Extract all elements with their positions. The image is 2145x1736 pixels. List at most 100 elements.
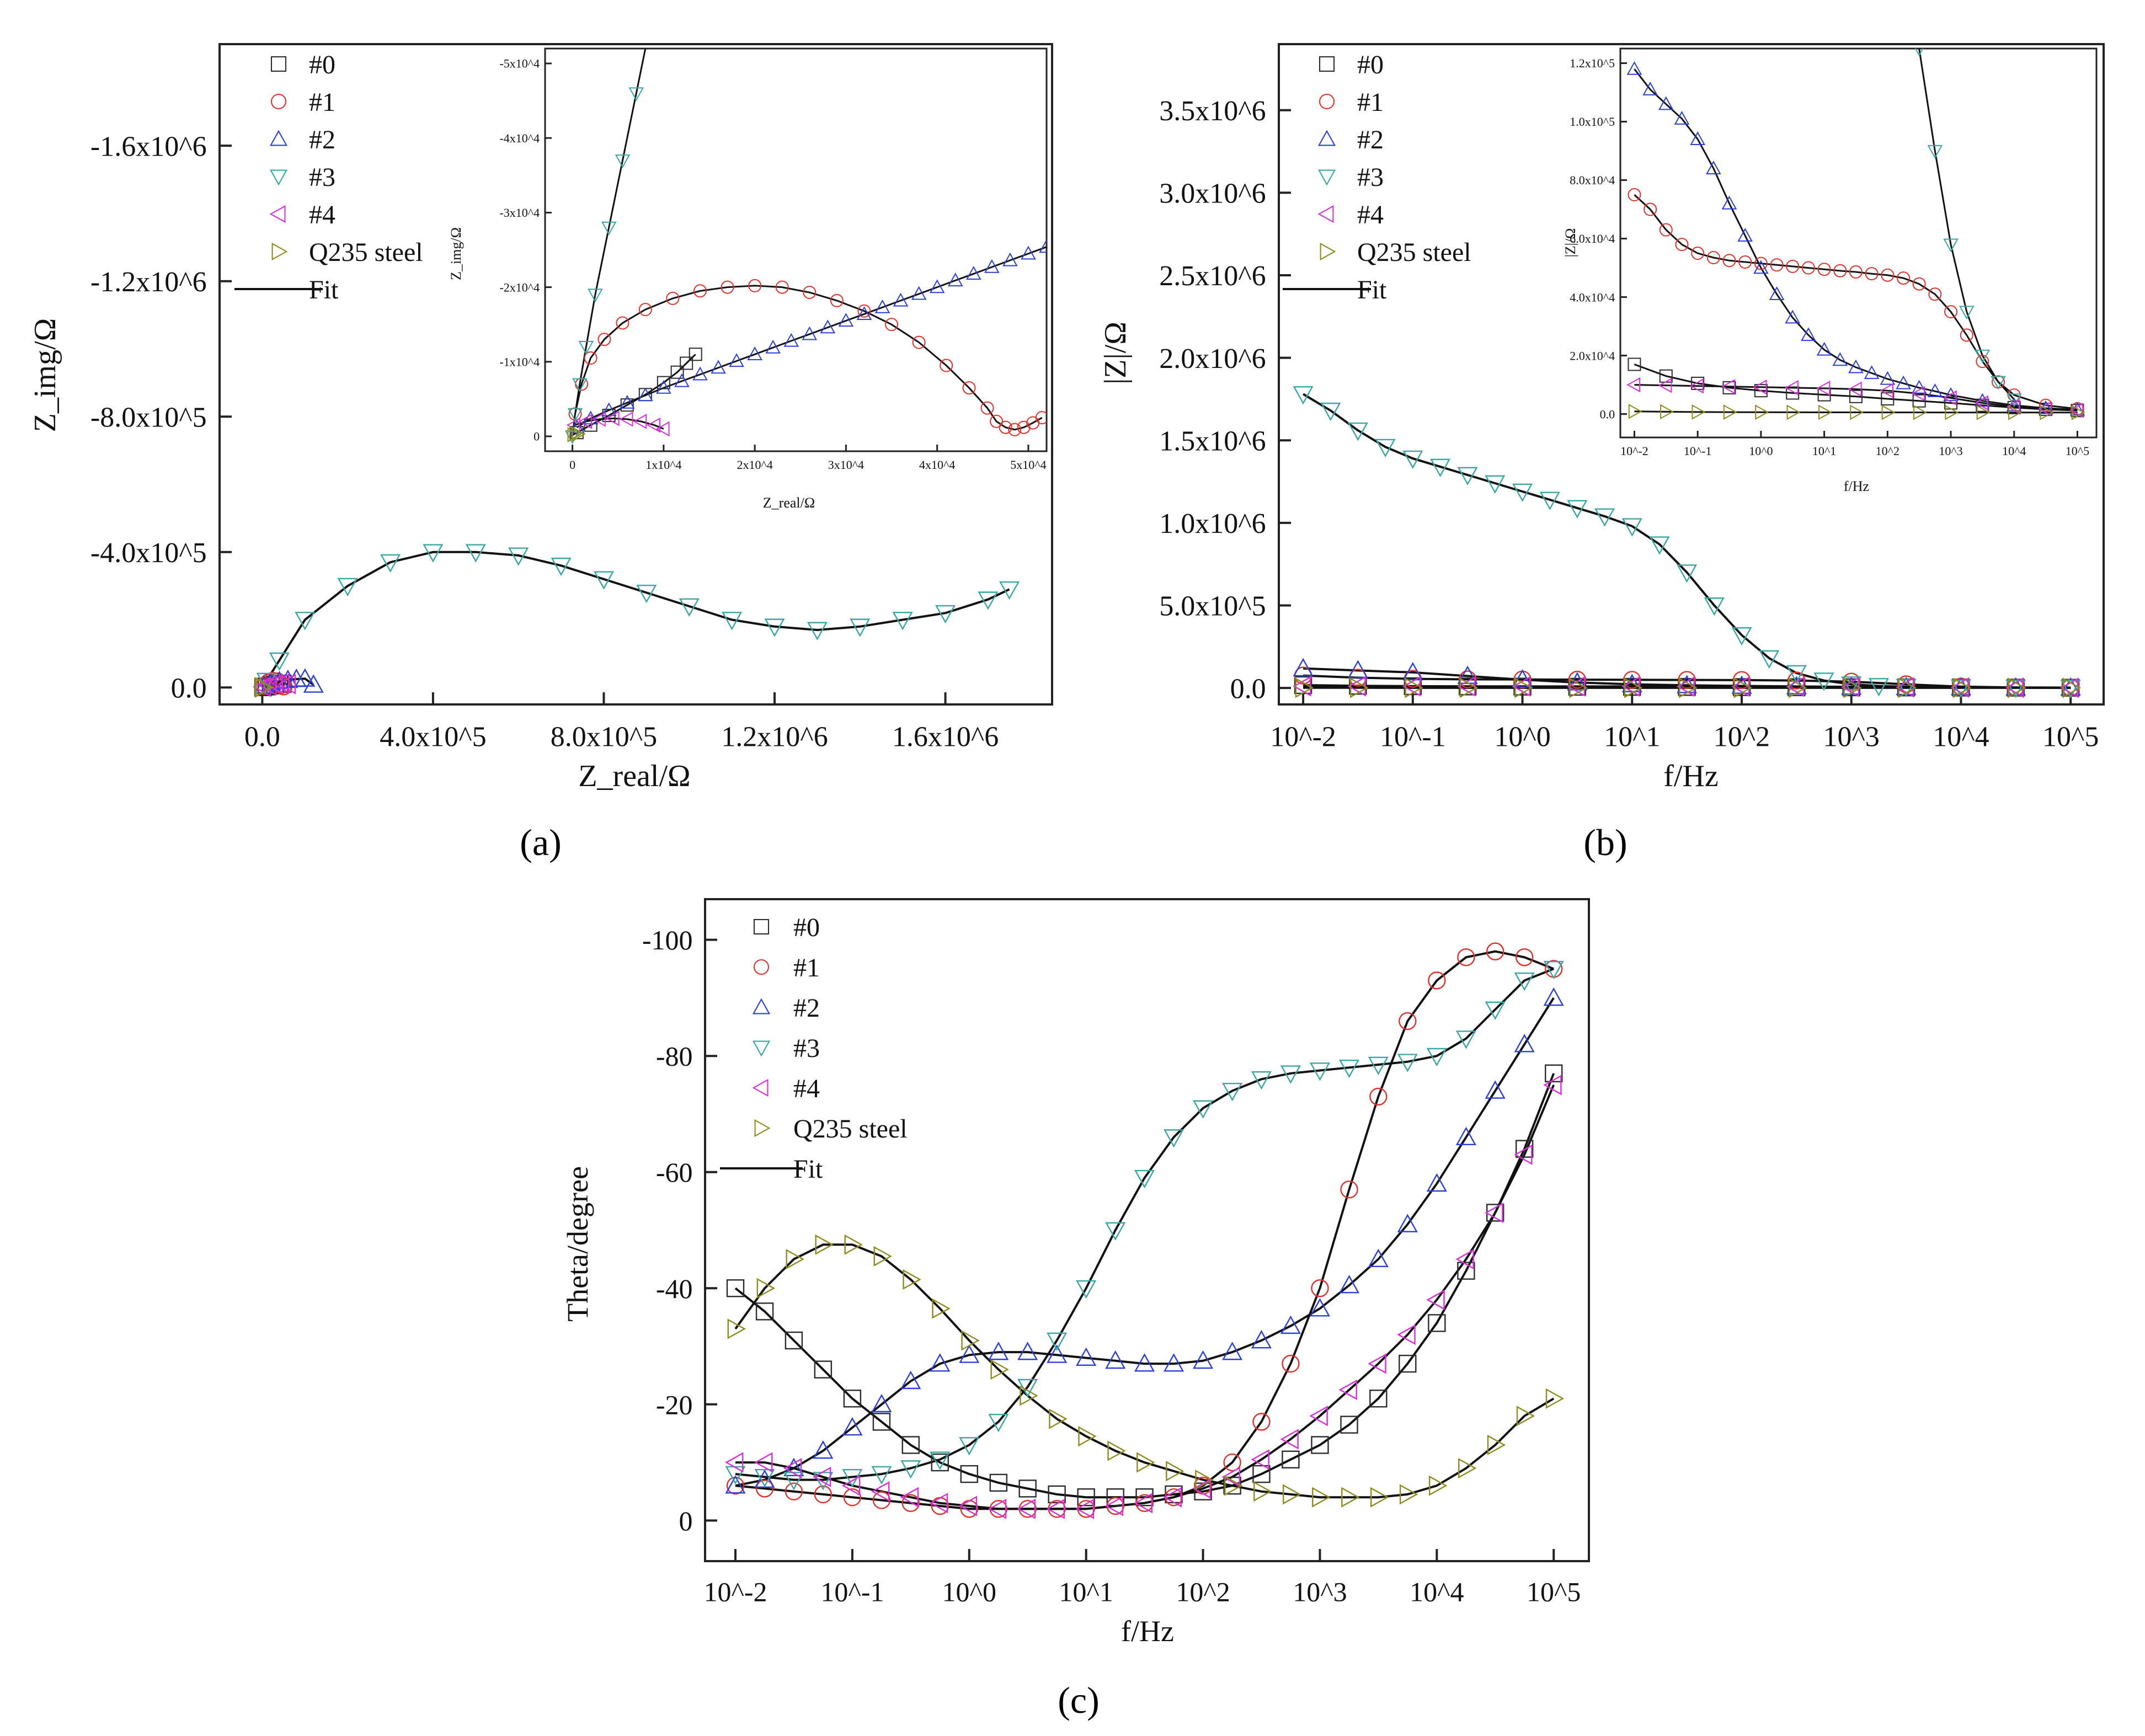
chart-a-inset-point-2 (583, 410, 599, 425)
chart-b-inset-point-1 (1754, 257, 1768, 270)
chart-c-x-tick-label: 10^1 (1059, 1577, 1113, 1607)
chart-c-point-4 (1163, 1487, 1182, 1508)
chart-b-inset-point-1 (1865, 267, 1879, 281)
chart-b-point-3 (1621, 518, 1642, 537)
chart-b-inset-point-q235-steel (2071, 405, 2085, 420)
chart-a-point-3 (978, 591, 999, 610)
chart-b-panel-caption: (b) (1583, 821, 1627, 863)
chart-b-inset-point-0 (1881, 392, 1895, 406)
chart-c-point-4 (1075, 1498, 1095, 1519)
chart-b-inset-x-tick-label: 10^3 (1939, 444, 1962, 458)
chart-a-inset-point-4 (592, 412, 606, 427)
chart-c-point-q235-steel (932, 1298, 951, 1319)
chart-b-inset-point-1 (1912, 277, 1926, 291)
chart-c-point-1 (1252, 1413, 1271, 1431)
chart-b-inset-point-2 (1690, 131, 1705, 146)
chart-c-point-q235-steel (1283, 1484, 1301, 1505)
chart-b-inset-point-1 (1881, 268, 1895, 282)
chart-b-x-tick-label: 10^-1 (1380, 721, 1446, 752)
chart-a-inset-point-0 (670, 365, 684, 379)
chart-b-point-3 (1594, 508, 1615, 527)
chart-c-point-4 (725, 1452, 744, 1473)
chart-b-inset-point-1 (1817, 263, 1831, 276)
chart-a-point-3 (935, 605, 956, 624)
chart-c-point-4 (1104, 1495, 1124, 1516)
chart-c-point-1 (1369, 1087, 1388, 1106)
chart-c-point-3 (1251, 1071, 1272, 1090)
chart-b-inset-point-1 (1928, 287, 1942, 301)
chart-a-y-tick-label: -4.0x10^5 (90, 537, 207, 569)
chart-b-inset-point-2 (1721, 195, 1737, 210)
chart-a-inset-point-1 (1008, 423, 1022, 436)
chart-b-legend-label-1: #1 (1357, 88, 1384, 117)
chart-c-point-2 (1426, 1173, 1447, 1192)
chart-a-inset-point-2 (911, 286, 927, 300)
chart-b-inset-fit-line-q235-steel (1634, 410, 2078, 414)
chart-a-legend-marker-3 (269, 169, 288, 186)
chart-c-point-4 (871, 1481, 890, 1502)
chart-b-x-tick-label: 10^3 (1823, 721, 1880, 752)
chart-b-point-q235-steel (1405, 677, 1423, 698)
chart-a-inset-y-tick-label: 0 (533, 430, 540, 444)
chart-c-point-0 (872, 1413, 891, 1431)
chart-a-point-3 (679, 598, 700, 617)
chart-c-point-q235-steel (1545, 1388, 1565, 1409)
chart-c-point-4 (1338, 1379, 1357, 1401)
chart-b-y-tick-label: 2.0x10^6 (1159, 343, 1266, 375)
chart-a-point-3 (423, 544, 444, 563)
chart-c-y-axis-label: Theta/degree (561, 1166, 594, 1322)
chart-c-legend-label-q235-steel: Q235 steel (793, 1114, 908, 1144)
chart-b-point-1 (1842, 672, 1860, 691)
chart-a-inset-point-2 (820, 319, 836, 334)
chart-c-point-4 (1280, 1429, 1299, 1450)
chart-c-point-3 (988, 1413, 1009, 1433)
chart-b-inset-y-tick-label: 8.0x10^4 (1570, 173, 1615, 187)
chart-c-point-0 (960, 1465, 978, 1483)
chart-c-point-q235-steel (1312, 1487, 1331, 1508)
chart-a-legend-label-4: #4 (309, 200, 335, 229)
chart-b-inset-point-2 (1674, 111, 1690, 125)
chart-c-point-4 (1426, 1289, 1445, 1310)
chart-b-inset-point-q235-steel (1976, 404, 1991, 420)
chart-c-plot-frame (704, 898, 1590, 1562)
chart-b-y-tick-label: 3.0x10^6 (1159, 178, 1266, 210)
chart-b-legend-label-fit: Fit (1357, 275, 1387, 305)
chart-b-inset-point-q235-steel (1945, 404, 1959, 420)
chart-c-point-3 (1280, 1065, 1301, 1084)
chart-a-inset-y-tick-label: -2x10^4 (499, 280, 540, 294)
chart-b-point-2 (1567, 672, 1588, 691)
chart-c-point-0 (1311, 1436, 1329, 1454)
chart-a-inset-point-3 (615, 154, 631, 168)
chart-b-inset-y-tick-label: 4.0x10^4 (1570, 290, 1615, 304)
chart-a-inset-fit-line-1 (574, 285, 1043, 431)
chart-a-x-tick-label: 1.2x10^6 (721, 721, 828, 752)
chart-a-point-3 (295, 612, 316, 631)
chart-b-inset-point-4 (1848, 381, 1862, 397)
chart-a-inset-point-2 (874, 299, 890, 313)
chart-c-legend-marker-0 (753, 918, 770, 935)
chart-b-x-axis-label: f/Hz (1663, 759, 1719, 793)
chart-c-fit-line-0 (734, 1073, 1555, 1499)
chart-c-point-4 (783, 1458, 802, 1479)
chart-b-point-4 (2005, 677, 2024, 698)
chart-c-point-q235-steel (1516, 1406, 1535, 1427)
chart-b-inset-point-2 (1785, 309, 1801, 324)
chart-b-point-1 (1678, 671, 1696, 689)
chart-b-inset-point-0 (1754, 384, 1768, 398)
chart-a-point-3 (269, 652, 290, 671)
chart-b-inset-point-1 (1738, 255, 1752, 269)
chart-c-point-0 (1428, 1314, 1446, 1332)
chart-c-y-tick-label: -20 (656, 1389, 693, 1420)
chart-b-inset-point-4 (1911, 386, 1925, 402)
chart-a-inset-point-2 (965, 266, 981, 280)
chart-a-inset-x-tick-label: 3x10^4 (828, 458, 864, 472)
chart-b-inset-point-q235-steel (1818, 404, 1832, 420)
chart-c-x-tick-label: 10^4 (1410, 1577, 1464, 1607)
chart-c-point-2 (1543, 987, 1564, 1006)
chart-a-inset-point-2 (1021, 245, 1036, 260)
chart-b-point-3 (1731, 627, 1752, 646)
chart-c-point-1 (1223, 1453, 1241, 1472)
chart-b-point-q235-steel (1295, 677, 1314, 698)
chart-c-legend: #0 #1 #2 #3 #4 Q235 steel Fit (720, 913, 908, 1184)
chart-b-point-2 (1896, 676, 1917, 696)
